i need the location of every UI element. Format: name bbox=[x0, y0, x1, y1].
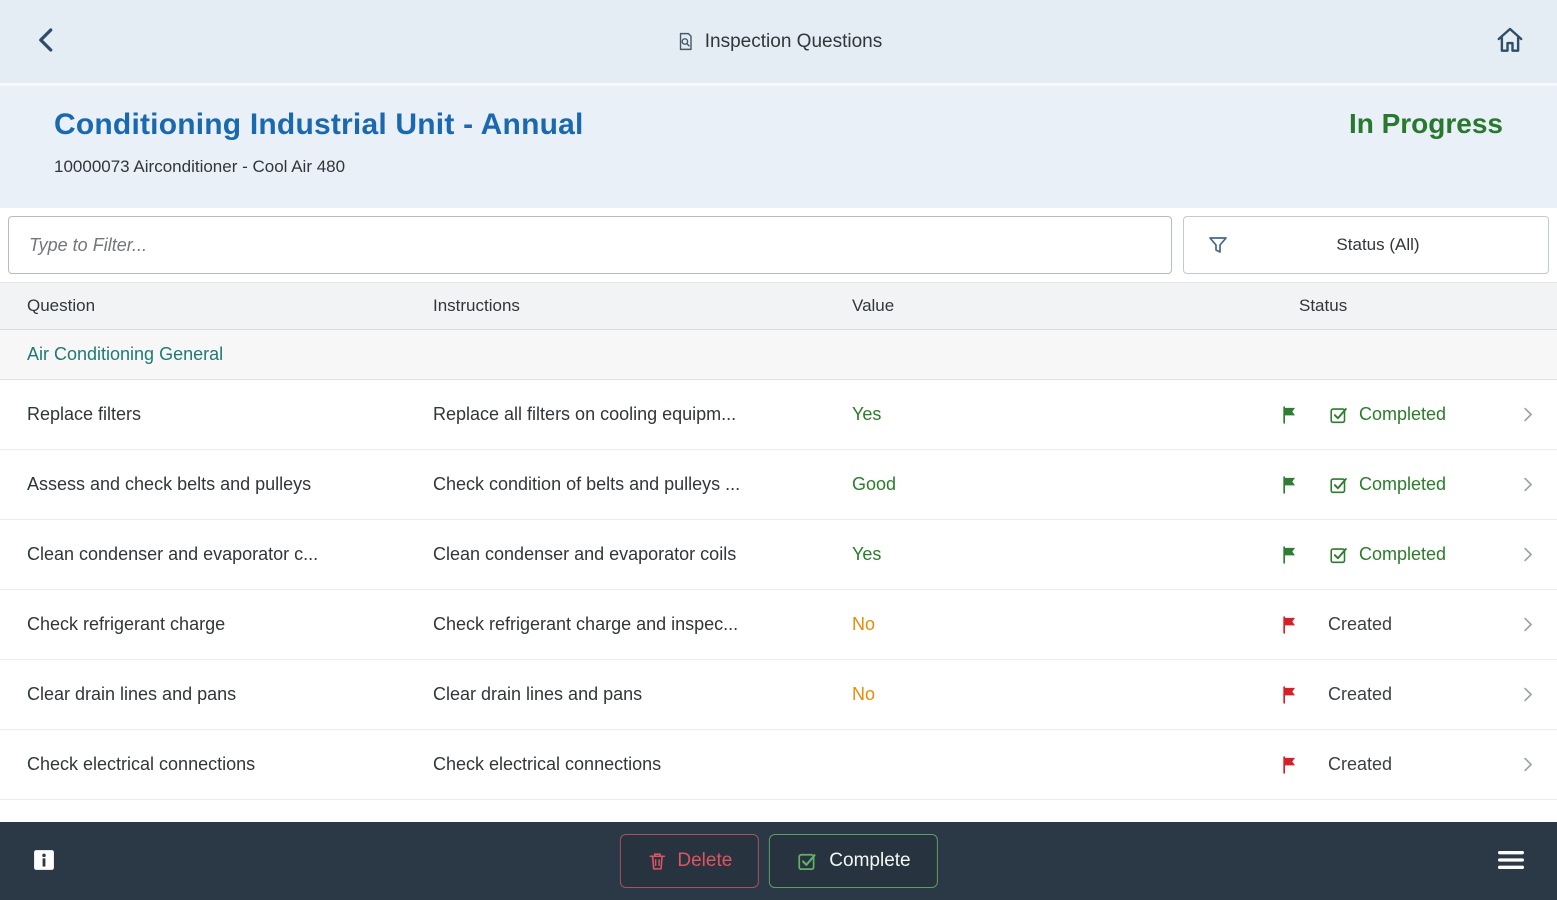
column-header-value: Value bbox=[852, 296, 895, 315]
home-icon bbox=[1495, 25, 1525, 58]
back-button[interactable] bbox=[28, 21, 66, 62]
question-cell: Clean condenser and evaporator c... bbox=[27, 544, 319, 564]
object-title: Conditioning Industrial Unit - Annual bbox=[54, 108, 584, 141]
object-header: Conditioning Industrial Unit - Annual In… bbox=[0, 86, 1557, 208]
info-icon bbox=[30, 846, 58, 877]
home-button[interactable] bbox=[1491, 21, 1529, 62]
status-cell: Created bbox=[1272, 614, 1557, 635]
status-cell: Completed bbox=[1272, 474, 1557, 496]
group-header-label: Air Conditioning General bbox=[27, 344, 224, 364]
row-chevron-icon bbox=[1518, 545, 1537, 564]
status-label: Completed bbox=[1359, 404, 1447, 424]
instructions-cell: Check refrigerant charge and inspec... bbox=[433, 614, 739, 634]
table-row[interactable]: Assess and check belts and pulleys Check… bbox=[0, 450, 1557, 520]
complete-button[interactable]: Complete bbox=[769, 834, 938, 888]
instructions-cell: Clear drain lines and pans bbox=[433, 684, 643, 704]
question-cell: Check electrical connections bbox=[27, 754, 256, 774]
flag-icon bbox=[1280, 545, 1302, 565]
completed-check-icon bbox=[1328, 544, 1350, 566]
table-row[interactable]: Clean condenser and evaporator c... Clea… bbox=[0, 520, 1557, 590]
status-cell: Created bbox=[1272, 754, 1557, 775]
row-chevron-icon bbox=[1518, 685, 1537, 704]
filter-bar: Status (All) bbox=[0, 208, 1557, 282]
status-cell: Completed bbox=[1272, 404, 1557, 426]
column-header-instructions: Instructions bbox=[433, 296, 520, 315]
value-cell: Good bbox=[852, 474, 897, 494]
instructions-cell: Replace all filters on cooling equipm... bbox=[433, 404, 737, 424]
delete-button[interactable]: Delete bbox=[619, 834, 760, 888]
instructions-cell: Check condition of belts and pulleys ... bbox=[433, 474, 741, 494]
inspection-document-icon bbox=[675, 31, 696, 52]
completed-check-icon bbox=[1328, 474, 1350, 496]
value-cell: No bbox=[852, 684, 876, 704]
status-label: Completed bbox=[1359, 544, 1447, 564]
filter-input[interactable] bbox=[8, 216, 1172, 274]
footer-actions: Delete Complete bbox=[619, 834, 938, 888]
object-status-badge: In Progress bbox=[1348, 108, 1503, 139]
nav-title-group: Inspection Questions bbox=[675, 31, 882, 53]
top-nav-bar: Inspection Questions bbox=[0, 0, 1557, 86]
table-row[interactable]: Check refrigerant charge Check refrigera… bbox=[0, 590, 1557, 660]
questions-table: Question Instructions Value Status Air C… bbox=[0, 282, 1557, 822]
flag-icon bbox=[1280, 405, 1302, 425]
flag-icon bbox=[1280, 475, 1302, 495]
hamburger-menu-icon bbox=[1495, 844, 1527, 879]
flag-icon bbox=[1280, 755, 1302, 775]
flag-icon bbox=[1280, 685, 1302, 705]
filter-funnel-icon bbox=[1206, 233, 1230, 257]
delete-button-label: Delete bbox=[677, 850, 733, 871]
info-button[interactable] bbox=[26, 842, 62, 881]
nav-title: Inspection Questions bbox=[704, 30, 883, 52]
row-chevron-icon bbox=[1518, 475, 1537, 494]
back-chevron-icon bbox=[32, 25, 62, 58]
question-cell: Assess and check belts and pulleys bbox=[27, 474, 312, 494]
status-cell: Created bbox=[1272, 684, 1557, 705]
instructions-cell: Check electrical connections bbox=[433, 754, 662, 774]
table-body: Replace filters Replace all filters on c… bbox=[0, 380, 1557, 800]
status-label: Created bbox=[1328, 614, 1393, 634]
value-cell: Yes bbox=[852, 544, 882, 564]
status-filter-button[interactable]: Status (All) bbox=[1183, 216, 1549, 274]
check-square-icon bbox=[796, 850, 819, 873]
column-header-status: Status bbox=[1299, 296, 1348, 315]
menu-button[interactable] bbox=[1491, 840, 1531, 883]
status-label: Created bbox=[1328, 754, 1393, 774]
group-header: Air Conditioning General bbox=[0, 330, 1557, 380]
question-cell: Check refrigerant charge bbox=[27, 614, 226, 634]
completed-check-icon bbox=[1328, 404, 1350, 426]
question-cell: Clear drain lines and pans bbox=[27, 684, 237, 704]
footer-bar: Delete Complete bbox=[0, 822, 1557, 900]
row-chevron-icon bbox=[1518, 615, 1537, 634]
row-chevron-icon bbox=[1518, 755, 1537, 774]
table-row[interactable]: Replace filters Replace all filters on c… bbox=[0, 380, 1557, 450]
complete-button-label: Complete bbox=[829, 850, 911, 871]
instructions-cell: Clean condenser and evaporator coils bbox=[433, 544, 737, 564]
value-cell: Yes bbox=[852, 404, 882, 424]
table-row[interactable]: Check electrical connections Check elect… bbox=[0, 730, 1557, 800]
row-chevron-icon bbox=[1518, 405, 1537, 424]
column-header-question: Question bbox=[27, 296, 96, 315]
value-cell: No bbox=[852, 614, 876, 634]
table-header-row: Question Instructions Value Status bbox=[0, 282, 1557, 330]
table-row[interactable]: Clear drain lines and pans Clear drain l… bbox=[0, 660, 1557, 730]
status-label: Created bbox=[1328, 684, 1393, 704]
status-cell: Completed bbox=[1272, 544, 1557, 566]
flag-icon bbox=[1280, 615, 1302, 635]
object-subtitle: 10000073 Airconditioner - Cool Air 480 bbox=[54, 157, 346, 176]
question-cell: Replace filters bbox=[27, 404, 142, 424]
status-filter-label: Status (All) bbox=[1336, 235, 1420, 254]
status-label: Completed bbox=[1359, 474, 1447, 494]
trash-icon bbox=[646, 851, 667, 872]
